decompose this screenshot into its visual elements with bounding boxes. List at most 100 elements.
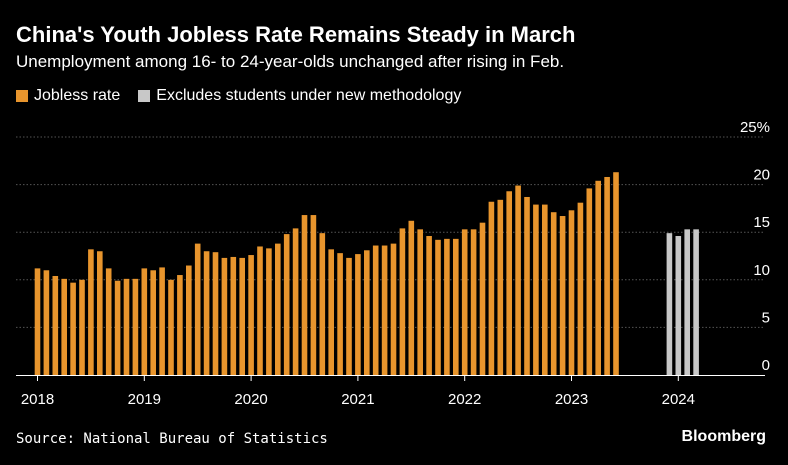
jobless-bar-2023-05: [604, 176, 610, 375]
legend-swatch-excludes-students: [138, 90, 151, 102]
jobless-bar-2023-06: [613, 172, 619, 375]
jobless-bar-2022-08: [524, 196, 530, 375]
brand-logo: Bloomberg: [681, 428, 766, 445]
jobless-bar-2018-05: [70, 282, 76, 375]
jobless-bar-2023-01: [568, 210, 575, 375]
jobless-bar-2020-10: [328, 249, 334, 375]
jobless-bar-2019-10: [221, 257, 228, 375]
chart-subtitle: Unemployment among 16- to 24-year-olds u…: [16, 52, 565, 71]
jobless-bar-2022-01: [461, 229, 468, 375]
legend-swatch-jobless: [16, 90, 28, 102]
jobless-bar-2020-04: [275, 243, 281, 375]
legend-item-jobless: Jobless rate: [16, 87, 120, 105]
jobless-bar-2022-11: [550, 212, 557, 375]
jobless-bar-2019-12: [239, 257, 245, 375]
x-tick-label: 2020: [234, 391, 267, 408]
jobless-bar-2022-06: [506, 191, 512, 375]
jobless-bar-2023-04: [595, 180, 601, 375]
jobless-bar-2020-12: [346, 257, 352, 375]
jobless-bar-2018-09: [105, 268, 112, 375]
jobless-bar-2021-01: [355, 254, 361, 375]
x-axis: [16, 375, 765, 381]
jobless-bar-2019-11: [230, 256, 237, 375]
jobless-bar-2021-08: [417, 229, 423, 375]
y-tick-label: 20: [753, 167, 770, 184]
legend-label-jobless: Jobless rate: [34, 87, 121, 104]
jobless-bar-2022-09: [533, 204, 539, 375]
jobless-bar-2020-03: [266, 248, 272, 375]
jobless-bar-2019-05: [177, 275, 183, 375]
jobless-bar-2019-04: [168, 279, 174, 375]
jobless-bar-2020-11: [337, 253, 343, 375]
jobless-bar-2020-09: [319, 233, 326, 375]
x-tick-label: 2024: [662, 391, 695, 408]
x-tick-label: 2022: [448, 391, 481, 408]
jobless-bar-2018-01: [34, 268, 41, 375]
x-tick-label: 2018: [21, 391, 54, 408]
jobless-bar-2018-11: [123, 278, 130, 375]
jobless-bar-2021-10: [435, 239, 441, 375]
jobless-bar-2020-05: [283, 234, 290, 375]
jobless-bar-2022-02: [470, 229, 477, 375]
gridlines: [16, 136, 765, 328]
jobless-bar-2021-09: [426, 236, 432, 375]
jobless-bar-2021-04: [381, 245, 388, 375]
jobless-bar-2022-05: [497, 199, 504, 375]
jobless-bar-2021-02: [364, 250, 370, 375]
jobless-bar-2019-01: [141, 268, 148, 375]
jobless-bar-2019-07: [194, 243, 201, 375]
jobless-bar-2019-09: [212, 252, 219, 375]
jobless-bar-2018-02: [43, 270, 50, 375]
jobless-bar-2022-12: [559, 216, 566, 375]
chart-legend: Jobless rate Excludes students under new…: [16, 87, 461, 105]
jobless-bar-2020-02: [257, 246, 263, 375]
jobless-bar-2018-10: [114, 280, 121, 375]
jobless-bar-2019-02: [150, 270, 156, 375]
jobless-bar-2018-03: [52, 275, 59, 375]
jobless-bar-2019-03: [159, 267, 165, 375]
jobless-bar-2018-04: [61, 278, 67, 375]
jobless-bar-2023-03: [586, 188, 593, 375]
bars: [34, 172, 699, 375]
jobless-bar-2021-12: [453, 238, 459, 375]
y-tick-label: 5: [762, 309, 770, 326]
y-tick-label: 25%: [740, 119, 770, 136]
jobless-bar-2019-06: [186, 265, 192, 375]
jobless-bar-2018-07: [88, 249, 94, 375]
legend-label-excludes-students: Excludes students under new methodology: [156, 87, 462, 104]
jobless-bar-2020-08: [310, 215, 317, 375]
jobless-bar-2019-08: [203, 251, 210, 375]
x-tick-label: 2021: [341, 391, 374, 408]
x-axis-labels: 2018 2019 2020 2021 2022 2023 2024: [21, 391, 695, 408]
excludes-students-bar-2024-02: [684, 229, 690, 375]
jobless-bar-2020-07: [301, 215, 308, 375]
jobless-bar-2022-04: [488, 201, 495, 375]
jobless-bar-2018-06: [79, 279, 85, 375]
y-tick-label: 0: [762, 357, 770, 374]
x-tick-label: 2019: [128, 391, 161, 408]
jobless-bar-2022-10: [542, 204, 548, 375]
y-tick-label: 15: [753, 214, 770, 231]
jobless-bar-2021-05: [390, 243, 397, 375]
jobless-bar-2021-11: [444, 238, 450, 375]
excludes-students-bar-2024-03: [693, 229, 699, 375]
jobless-bar-2021-07: [408, 220, 415, 375]
jobless-bar-2023-02: [577, 202, 584, 375]
jobless-bar-2022-07: [515, 185, 521, 375]
jobless-bar-2022-03: [479, 222, 486, 375]
jobless-bar-2020-01: [248, 255, 254, 375]
chart-title: China's Youth Jobless Rate Remains Stead…: [16, 22, 576, 47]
jobless-bar-2021-06: [399, 228, 406, 375]
jobless-bar-2021-03: [372, 245, 379, 375]
y-tick-label: 10: [753, 262, 770, 279]
x-tick-label: 2023: [555, 391, 588, 408]
legend-item-excludes-students: Excludes students under new methodology: [138, 87, 461, 105]
jobless-bar-2018-08: [97, 251, 103, 375]
excludes-students-bar-2024-01: [675, 236, 682, 375]
source-note: Source: National Bureau of Statistics: [16, 431, 328, 447]
y-axis-labels: 0 5 10 15 20 25%: [740, 119, 770, 374]
jobless-bar-2020-06: [292, 228, 299, 375]
jobless-bar-2018-12: [132, 278, 139, 375]
excludes-students-bar-2023-12: [666, 233, 673, 375]
